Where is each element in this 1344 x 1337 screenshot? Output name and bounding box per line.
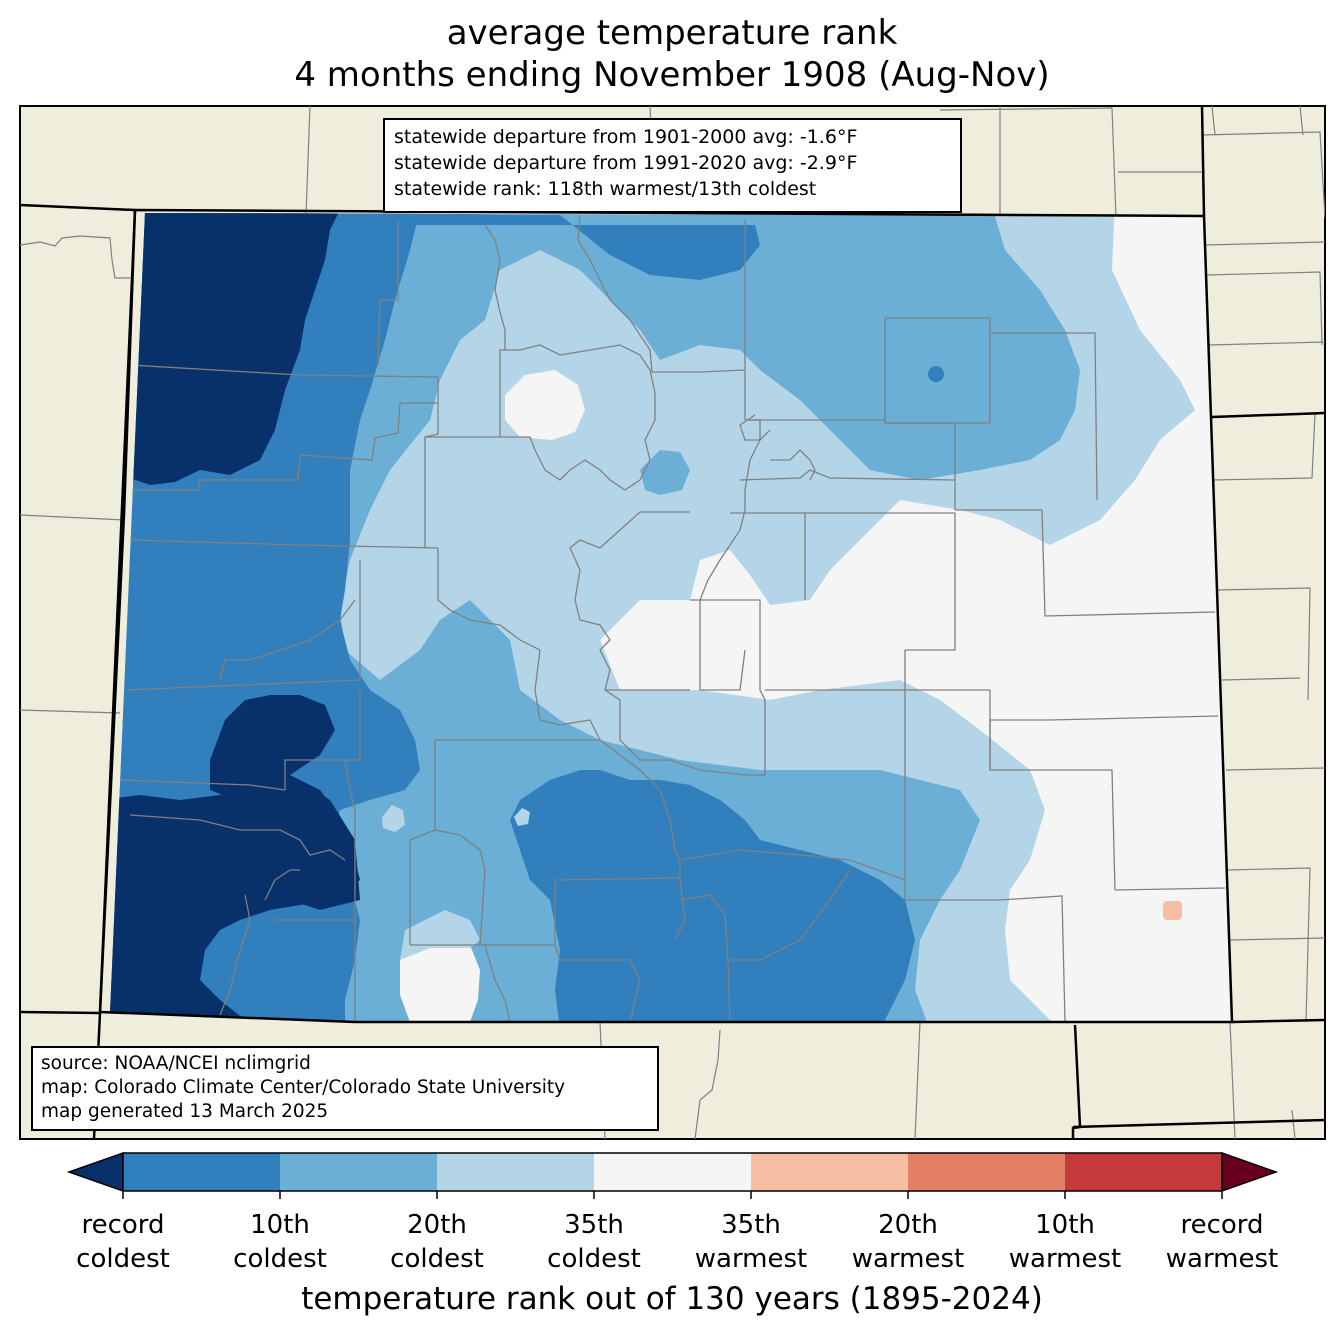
tick-label-line-1: record: [1180, 1210, 1264, 1240]
colorbar-segment: [280, 1153, 438, 1191]
colorbar-extend-high: [1221, 1151, 1279, 1193]
tick-label-line-1: record: [81, 1210, 165, 1240]
tick-label-line-2: coldest: [547, 1244, 641, 1274]
colorbar-tick-label: 10th coldest: [205, 1208, 355, 1276]
source-line-3: map generated 13 March 2025: [41, 1101, 329, 1122]
tick-label-line-1: 35th: [564, 1210, 624, 1240]
tick-label-line-1: 20th: [878, 1210, 938, 1240]
tick-label-line-2: warmest: [1008, 1244, 1122, 1274]
title-line-1: average temperature rank: [446, 13, 898, 53]
statewide-stats-box: statewide departure from 1901-2000 avg: …: [383, 118, 962, 213]
colorbar-tick-label: 35th warmest: [676, 1208, 826, 1276]
colorbar-segment: [123, 1153, 281, 1191]
colorado-rank-field: [110, 213, 1232, 1022]
colorbar-tick-label: 20th coldest: [362, 1208, 512, 1276]
colorbar-segment: [751, 1153, 909, 1191]
colorbar: [66, 1151, 1279, 1199]
tick-label-line-2: coldest: [76, 1244, 170, 1274]
tick-label-line-1: 20th: [407, 1210, 467, 1240]
colorado-county-lines: [119, 214, 1226, 1022]
colorbar-tick-label: 10th warmest: [990, 1208, 1140, 1276]
source-line-2: map: Colorado Climate Center/Colorado St…: [41, 1077, 566, 1098]
colorbar-segment: [437, 1153, 595, 1191]
colorbar-tick-label: 35th coldest: [519, 1208, 669, 1276]
tick-label-line-2: warmest: [1165, 1244, 1279, 1274]
tick-label-line-1: 35th: [721, 1210, 781, 1240]
stats-line-2: statewide departure from 1991-2020 avg: …: [394, 152, 858, 174]
tick-label-line-2: warmest: [694, 1244, 808, 1274]
colorbar-extend-low: [66, 1151, 124, 1193]
colorbar-segment: [594, 1153, 752, 1191]
tick-label-line-2: coldest: [233, 1244, 327, 1274]
stats-line-3: statewide rank: 118th warmest/13th colde…: [394, 178, 817, 200]
colorbar-axis-title: temperature rank out of 130 years (1895-…: [301, 1281, 1043, 1317]
colorbar-tick-label: 20th warmest: [833, 1208, 983, 1276]
colorbar-tick-label: record warmest: [1147, 1208, 1297, 1276]
tick-label-line-1: 10th: [1035, 1210, 1095, 1240]
colorbar-segment: [1065, 1153, 1223, 1191]
tick-label-line-2: coldest: [390, 1244, 484, 1274]
source-line-1: source: NOAA/NCEI nclimgrid: [41, 1053, 311, 1074]
state-boundaries: [20, 106, 1325, 1139]
outside-county-lines: [20, 106, 1325, 1139]
colorbar-segment: [908, 1153, 1066, 1191]
title-line-2: 4 months ending November 1908 (Aug-Nov): [294, 55, 1050, 95]
source-box: source: NOAA/NCEI nclimgrid map: Colorad…: [31, 1046, 659, 1131]
tick-label-line-2: warmest: [851, 1244, 965, 1274]
colorbar-tick-label: record coldest: [48, 1208, 198, 1276]
stats-line-1: statewide departure from 1901-2000 avg: …: [394, 126, 858, 148]
map-title: average temperature rank 4 months ending…: [0, 12, 1344, 96]
tick-label-line-1: 10th: [250, 1210, 310, 1240]
